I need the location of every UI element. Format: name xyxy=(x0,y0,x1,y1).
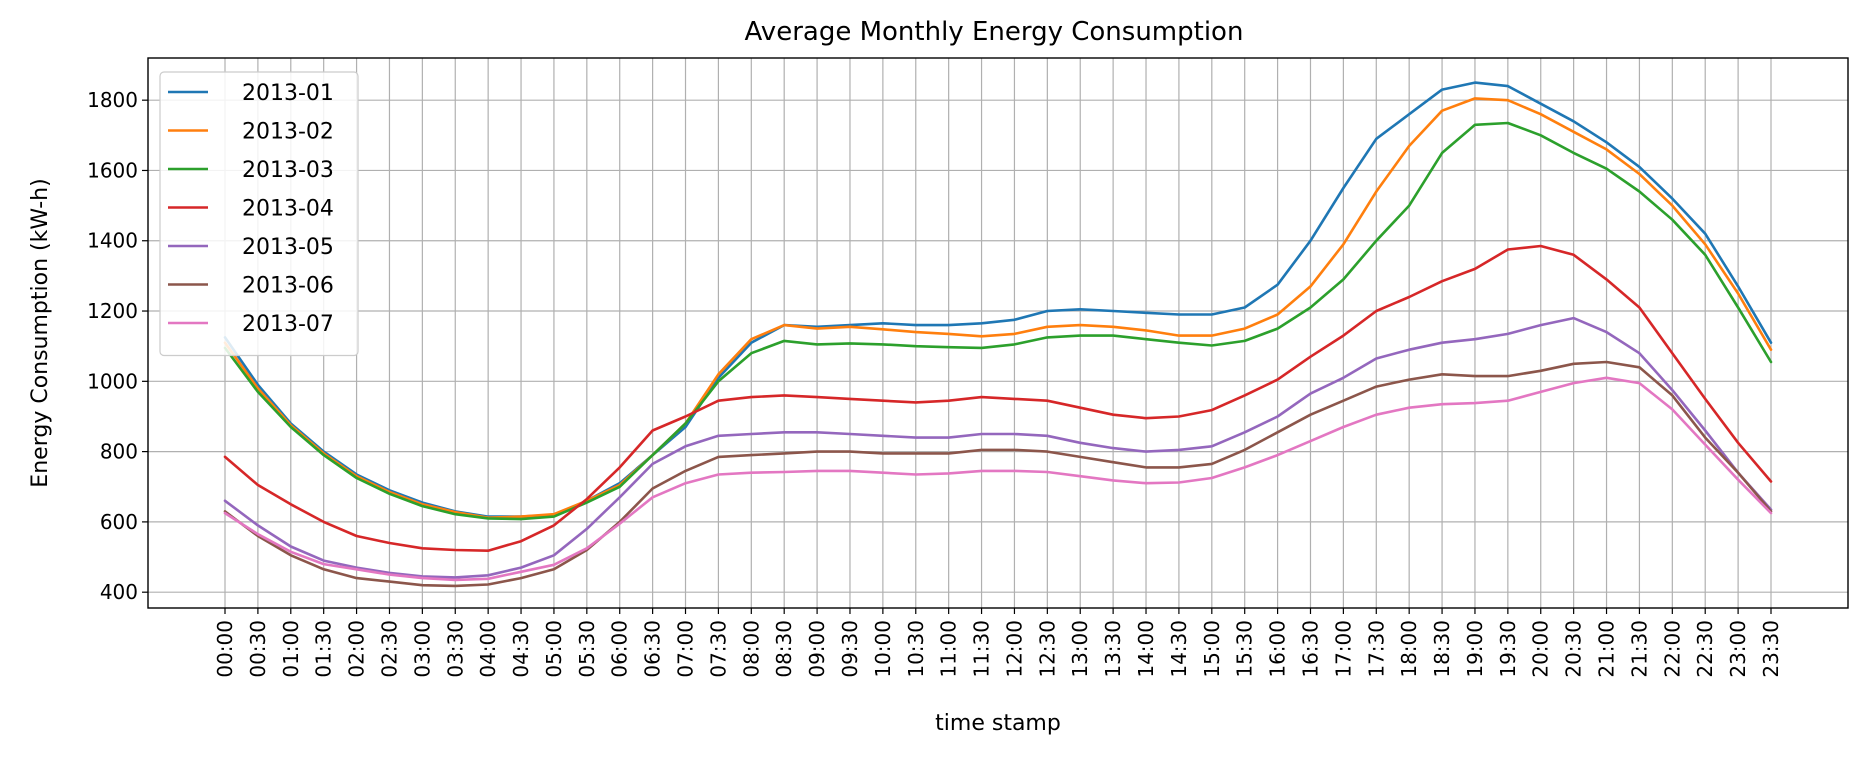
x-tick-label: 22:00 xyxy=(1660,620,1684,678)
x-tick-label: 09:30 xyxy=(838,620,862,678)
x-tick-label: 19:00 xyxy=(1463,620,1487,678)
legend-label: 2013-06 xyxy=(242,274,334,299)
legend-label: 2013-07 xyxy=(242,312,334,337)
x-tick-label: 21:30 xyxy=(1627,620,1651,678)
x-tick-label: 07:30 xyxy=(706,620,730,678)
x-tick-label: 12:30 xyxy=(1035,620,1059,678)
chart-title: Average Monthly Energy Consumption xyxy=(745,17,1244,47)
x-tick-label: 11:00 xyxy=(937,620,961,678)
x-tick-label: 16:30 xyxy=(1298,620,1322,678)
x-tick-label: 13:00 xyxy=(1068,620,1092,678)
x-tick-label: 01:00 xyxy=(279,620,303,678)
x-tick-label: 00:00 xyxy=(213,620,237,678)
x-tick-label: 03:00 xyxy=(410,620,434,678)
x-tick-label: 08:00 xyxy=(739,620,763,678)
x-tick-label: 14:00 xyxy=(1134,620,1158,678)
y-tick-label: 800 xyxy=(100,440,138,464)
y-tick-label: 400 xyxy=(100,580,138,604)
x-tick-label: 06:30 xyxy=(641,620,665,678)
plot-area-frame xyxy=(147,57,1849,609)
x-tick-label: 21:00 xyxy=(1595,620,1619,678)
y-axis-label: Energy Consumption (kW-h) xyxy=(28,178,53,487)
legend-label: 2013-02 xyxy=(242,120,334,145)
y-tick-label: 600 xyxy=(100,510,138,534)
legend-label: 2013-01 xyxy=(242,81,334,106)
x-tick-label: 05:30 xyxy=(575,620,599,678)
x-tick-label: 19:30 xyxy=(1496,620,1520,678)
x-tick-label: 10:30 xyxy=(904,620,928,678)
x-tick-label: 13:30 xyxy=(1101,620,1125,678)
x-tick-label: 12:00 xyxy=(1002,620,1026,678)
x-axis: 00:00 00:30 01:00 01:30 02:00 02:30 03:00 03:30… xyxy=(213,608,1783,678)
x-tick-label: 16:00 xyxy=(1266,620,1290,678)
legend: 2013-01 2013-02 2013-03 2013-04 2013-05 2013-… xyxy=(159,71,359,357)
y-tick-label: 1000 xyxy=(87,369,138,393)
y-tick-label: 1400 xyxy=(87,229,138,253)
x-tick-label: 22:30 xyxy=(1693,620,1717,678)
x-tick-label: 17:30 xyxy=(1364,620,1388,678)
x-tick-label: 14:30 xyxy=(1167,620,1191,678)
x-tick-label: 18:30 xyxy=(1430,620,1454,678)
legend-label: 2013-05 xyxy=(242,235,334,260)
x-tick-label: 04:00 xyxy=(476,620,500,678)
x-tick-label: 07:00 xyxy=(674,620,698,678)
x-tick-label: 11:30 xyxy=(970,620,994,678)
legend-label: 2013-03 xyxy=(242,158,334,183)
x-tick-label: 20:00 xyxy=(1529,620,1553,678)
x-tick-label: 17:00 xyxy=(1331,620,1355,678)
x-tick-label: 00:30 xyxy=(246,620,270,678)
x-tick-label: 20:30 xyxy=(1562,620,1586,678)
x-tick-label: 05:00 xyxy=(542,620,566,678)
x-tick-label: 23:30 xyxy=(1759,620,1783,678)
y-tick-label: 1200 xyxy=(87,299,138,323)
x-tick-label: 06:00 xyxy=(608,620,632,678)
x-tick-label: 23:00 xyxy=(1726,620,1750,678)
x-tick-label: 15:00 xyxy=(1200,620,1224,678)
series-line-2013-03 xyxy=(223,121,1773,521)
legend-label: 2013-04 xyxy=(242,197,334,222)
y-axis: 400 600 800 1000 1200 1400 1600 1800 xyxy=(87,88,148,604)
x-tick-label: 02:00 xyxy=(345,620,369,678)
x-tick-label: 18:00 xyxy=(1397,620,1421,678)
x-tick-label: 15:30 xyxy=(1233,620,1257,678)
y-tick-label: 1800 xyxy=(87,88,138,112)
x-tick-label: 10:00 xyxy=(871,620,895,678)
x-tick-label: 08:30 xyxy=(772,620,796,678)
series-line-2013-04 xyxy=(223,244,1773,553)
x-axis-label: time stamp xyxy=(935,711,1061,736)
legend-box xyxy=(159,71,359,357)
x-tick-label: 02:30 xyxy=(377,620,401,678)
x-tick-label: 04:30 xyxy=(509,620,533,678)
x-tick-label: 09:00 xyxy=(805,620,829,678)
x-tick-label: 01:30 xyxy=(312,620,336,678)
x-tick-label: 03:30 xyxy=(443,620,467,678)
series-layer xyxy=(223,81,1773,588)
series-line-2013-07 xyxy=(223,376,1773,582)
series-line-2013-06 xyxy=(223,360,1773,588)
y-tick-label: 1600 xyxy=(87,158,138,182)
series-line-2013-05 xyxy=(223,316,1773,579)
